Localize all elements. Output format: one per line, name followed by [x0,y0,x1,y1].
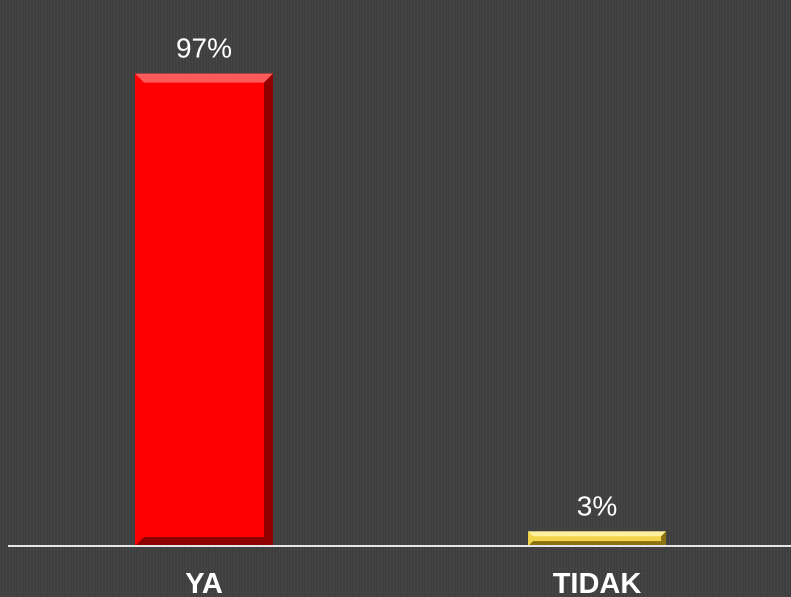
bars-layer [135,73,666,547]
bar-bevel-top-tidak [528,531,666,537]
bar-bevel-left-tidak [528,531,533,546]
labels-layer: 97% YA 3% TIDAK [176,33,641,597]
data-label-tidak: 3% [577,490,617,521]
bar-bevel-bottom-tidak [528,541,666,546]
category-label-tidak: TIDAK [553,568,642,597]
bar-tidak [528,531,666,546]
bar-face-ya [135,73,273,547]
category-label-ya: YA [185,568,223,597]
bar-bevel-top-ya [135,73,273,83]
bar-bevel-right-ya [264,73,273,547]
bar-bevel-bottom-ya [135,537,273,546]
data-label-ya: 97% [176,33,232,64]
bar-ya [135,73,273,547]
bar-bevel-left-ya [135,73,144,547]
